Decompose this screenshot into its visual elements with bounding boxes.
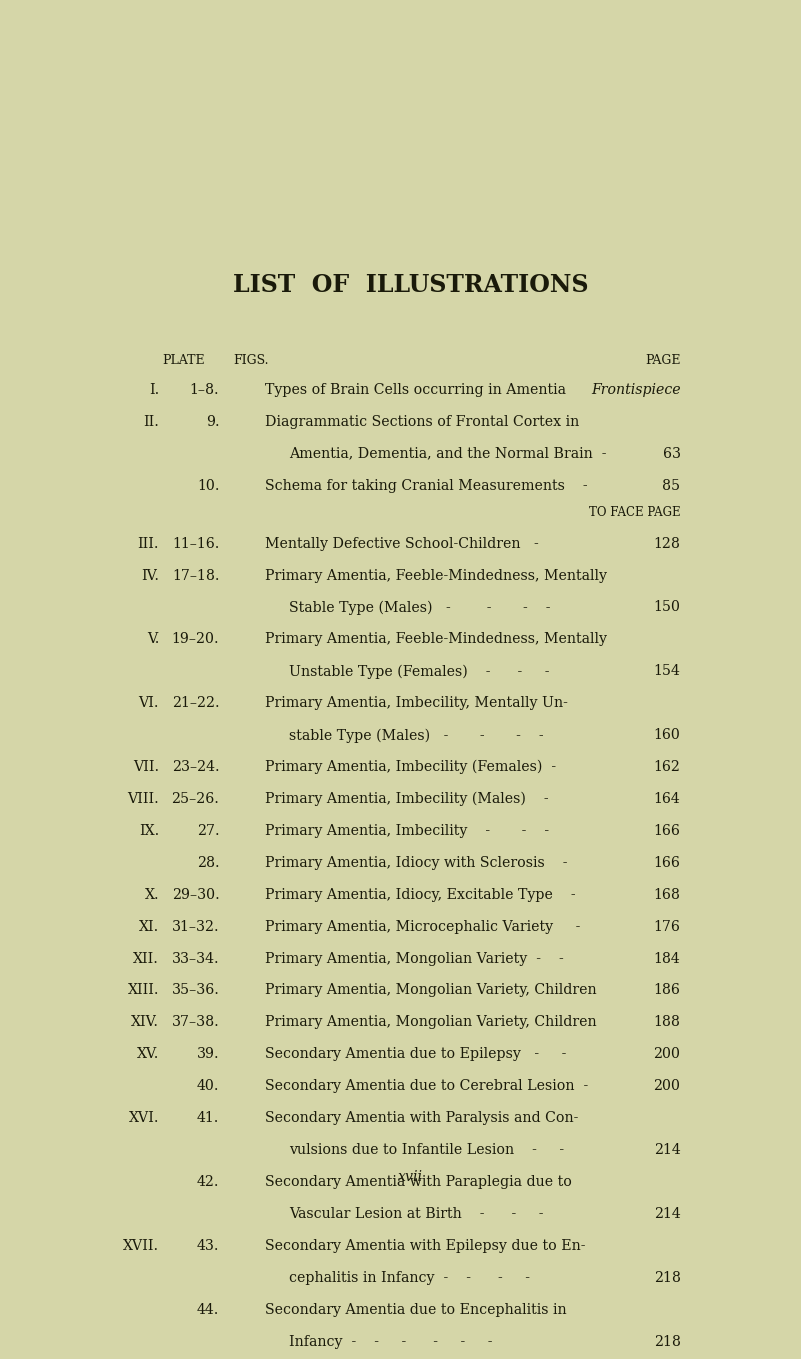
Text: Primary Amentia, Feeble-Mindedness, Mentally: Primary Amentia, Feeble-Mindedness, Ment… — [264, 568, 606, 583]
Text: Types of Brain Cells occurring in Amentia: Types of Brain Cells occurring in Amenti… — [264, 383, 566, 397]
Text: 44.: 44. — [197, 1303, 219, 1317]
Text: Vascular Lesion at Birth    -      -     -: Vascular Lesion at Birth - - - — [289, 1207, 544, 1220]
Text: Primary Amentia, Microcephalic Variety     -: Primary Amentia, Microcephalic Variety - — [264, 920, 580, 934]
Text: 21–22.: 21–22. — [171, 696, 219, 711]
Text: 9.: 9. — [206, 414, 219, 428]
Text: 218: 218 — [654, 1335, 681, 1348]
Text: vulsions due to Infantile Lesion    -     -: vulsions due to Infantile Lesion - - — [289, 1143, 565, 1157]
Text: 214: 214 — [654, 1207, 681, 1220]
Text: 176: 176 — [654, 920, 681, 934]
Text: VI.: VI. — [139, 696, 159, 711]
Text: 162: 162 — [654, 760, 681, 775]
Text: Stable Type (Males)   -        -       -    -: Stable Type (Males) - - - - — [289, 601, 551, 614]
Text: 27.: 27. — [197, 824, 219, 839]
Text: X.: X. — [144, 887, 159, 902]
Text: 1–8.: 1–8. — [190, 383, 219, 397]
Text: 25–26.: 25–26. — [171, 792, 219, 806]
Text: PLATE: PLATE — [162, 353, 205, 367]
Text: Secondary Amentia with Paraplegia due to: Secondary Amentia with Paraplegia due to — [264, 1176, 571, 1189]
Text: Primary Amentia, Idiocy, Excitable Type    -: Primary Amentia, Idiocy, Excitable Type … — [264, 887, 575, 902]
Text: IX.: IX. — [139, 824, 159, 839]
Text: 19–20.: 19–20. — [171, 632, 219, 647]
Text: 31–32.: 31–32. — [171, 920, 219, 934]
Text: Unstable Type (Females)    -      -     -: Unstable Type (Females) - - - — [289, 665, 550, 678]
Text: XVII.: XVII. — [123, 1239, 159, 1253]
Text: Secondary Amentia due to Cerebral Lesion  -: Secondary Amentia due to Cerebral Lesion… — [264, 1079, 588, 1093]
Text: Secondary Amentia due to Encephalitis in: Secondary Amentia due to Encephalitis in — [264, 1303, 566, 1317]
Text: III.: III. — [138, 537, 159, 550]
Text: VIII.: VIII. — [127, 792, 159, 806]
Text: FIGS.: FIGS. — [234, 353, 269, 367]
Text: 184: 184 — [654, 951, 681, 966]
Text: Primary Amentia, Mongolian Variety, Children: Primary Amentia, Mongolian Variety, Chil… — [264, 1015, 596, 1029]
Text: 29–30.: 29–30. — [171, 887, 219, 902]
Text: PAGE: PAGE — [645, 353, 681, 367]
Text: 33–34.: 33–34. — [171, 951, 219, 966]
Text: Mentally Defective School-Children   -: Mentally Defective School-Children - — [264, 537, 538, 550]
Text: Primary Amentia, Mongolian Variety, Children: Primary Amentia, Mongolian Variety, Chil… — [264, 984, 596, 998]
Text: 23–24.: 23–24. — [171, 760, 219, 775]
Text: 186: 186 — [654, 984, 681, 998]
Text: 63: 63 — [662, 447, 681, 461]
Text: Primary Amentia, Idiocy with Sclerosis    -: Primary Amentia, Idiocy with Sclerosis - — [264, 856, 567, 870]
Text: VII.: VII. — [133, 760, 159, 775]
Text: Primary Amentia, Imbecility (Females)  -: Primary Amentia, Imbecility (Females) - — [264, 760, 556, 775]
Text: 154: 154 — [654, 665, 681, 678]
Text: XII.: XII. — [133, 951, 159, 966]
Text: 214: 214 — [654, 1143, 681, 1157]
Text: 188: 188 — [654, 1015, 681, 1029]
Text: 166: 166 — [654, 824, 681, 839]
Text: 200: 200 — [654, 1048, 681, 1061]
Text: cephalitis in Infancy  -    -      -     -: cephalitis in Infancy - - - - — [289, 1271, 530, 1284]
Text: 35–36.: 35–36. — [171, 984, 219, 998]
Text: 218: 218 — [654, 1271, 681, 1284]
Text: 160: 160 — [654, 728, 681, 742]
Text: Secondary Amentia with Paralysis and Con-: Secondary Amentia with Paralysis and Con… — [264, 1112, 578, 1125]
Text: Primary Amentia, Imbecility, Mentally Un-: Primary Amentia, Imbecility, Mentally Un… — [264, 696, 567, 711]
Text: 43.: 43. — [197, 1239, 219, 1253]
Text: Infancy  -    -     -      -     -     -: Infancy - - - - - - — [289, 1335, 493, 1348]
Text: 10.: 10. — [197, 478, 219, 492]
Text: IV.: IV. — [141, 568, 159, 583]
Text: Secondary Amentia due to Epilepsy   -     -: Secondary Amentia due to Epilepsy - - — [264, 1048, 566, 1061]
Text: XV.: XV. — [137, 1048, 159, 1061]
Text: xvii: xvii — [398, 1170, 423, 1184]
Text: 168: 168 — [654, 887, 681, 902]
Text: XVI.: XVI. — [129, 1112, 159, 1125]
Text: 42.: 42. — [197, 1176, 219, 1189]
Text: Secondary Amentia with Epilepsy due to En-: Secondary Amentia with Epilepsy due to E… — [264, 1239, 585, 1253]
Text: V.: V. — [147, 632, 159, 647]
Text: LIST  OF  ILLUSTRATIONS: LIST OF ILLUSTRATIONS — [233, 273, 588, 298]
Text: 164: 164 — [654, 792, 681, 806]
Text: Diagrammatic Sections of Frontal Cortex in: Diagrammatic Sections of Frontal Cortex … — [264, 414, 579, 428]
Text: stable Type (Males)   -       -       -    -: stable Type (Males) - - - - — [289, 728, 544, 742]
Text: 85: 85 — [662, 478, 681, 492]
Text: Frontispiece: Frontispiece — [591, 383, 681, 397]
Text: 166: 166 — [654, 856, 681, 870]
Text: 128: 128 — [654, 537, 681, 550]
Text: 11–16.: 11–16. — [172, 537, 219, 550]
Text: 40.: 40. — [197, 1079, 219, 1093]
Text: 200: 200 — [654, 1079, 681, 1093]
Text: Primary Amentia, Mongolian Variety  -    -: Primary Amentia, Mongolian Variety - - — [264, 951, 563, 966]
Text: Primary Amentia, Feeble-Mindedness, Mentally: Primary Amentia, Feeble-Mindedness, Ment… — [264, 632, 606, 647]
Text: 39.: 39. — [197, 1048, 219, 1061]
Text: Schema for taking Cranial Measurements    -: Schema for taking Cranial Measurements - — [264, 478, 587, 492]
Text: 28.: 28. — [197, 856, 219, 870]
Text: Primary Amentia, Imbecility (Males)    -: Primary Amentia, Imbecility (Males) - — [264, 792, 548, 806]
Text: 37–38.: 37–38. — [171, 1015, 219, 1029]
Text: XIII.: XIII. — [127, 984, 159, 998]
Text: XIV.: XIV. — [131, 1015, 159, 1029]
Text: Amentia, Dementia, and the Normal Brain  -: Amentia, Dementia, and the Normal Brain … — [289, 447, 607, 461]
Text: TO FACE PAGE: TO FACE PAGE — [589, 507, 681, 519]
Text: II.: II. — [143, 414, 159, 428]
Text: I.: I. — [149, 383, 159, 397]
Text: XI.: XI. — [139, 920, 159, 934]
Text: 17–18.: 17–18. — [171, 568, 219, 583]
Text: 41.: 41. — [197, 1112, 219, 1125]
Text: Primary Amentia, Imbecility    -       -    -: Primary Amentia, Imbecility - - - — [264, 824, 549, 839]
Text: 150: 150 — [654, 601, 681, 614]
